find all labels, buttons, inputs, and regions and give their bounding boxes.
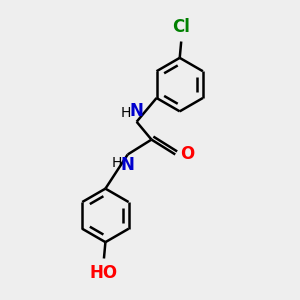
Text: Cl: Cl: [172, 19, 190, 37]
Text: N: N: [121, 156, 135, 174]
Text: O: O: [180, 146, 194, 164]
Text: N: N: [130, 102, 144, 120]
Text: HO: HO: [90, 264, 118, 282]
Text: H: H: [121, 106, 131, 120]
Text: H: H: [112, 156, 122, 170]
